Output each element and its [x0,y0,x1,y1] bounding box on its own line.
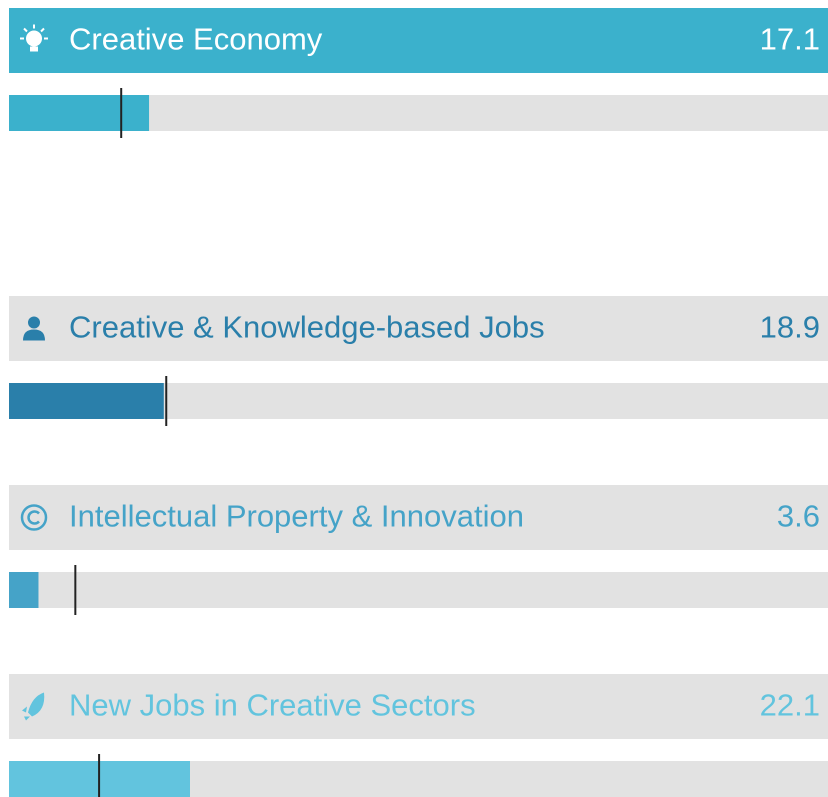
row-label: Creative & Knowledge-based Jobs [69,310,545,345]
row-icon [22,692,45,721]
row-value: 3.6 [777,499,820,534]
bulb-icon [26,30,42,47]
copyright-ring [20,504,48,531]
person-body [23,329,45,341]
person-head [28,316,40,329]
bulb-ray [40,27,45,33]
row-value: 17.1 [760,22,820,57]
row-value: 22.1 [760,688,820,723]
row-header [9,296,828,361]
bar-track [9,572,828,608]
row-header [9,8,828,73]
row-icon [20,504,48,531]
row-label: Creative Economy [69,22,323,57]
bar [9,572,39,608]
bar [9,95,150,131]
row-label: New Jobs in Creative Sectors [69,688,476,723]
bulb-ray [23,27,28,33]
row-label: Intellectual Property & Innovation [69,499,524,534]
row-header [9,485,828,550]
row-icon [20,24,48,52]
row-value: 18.9 [760,310,820,345]
row-icon [23,316,45,341]
row-header [9,674,828,739]
bar [9,383,164,419]
rocket-icon [22,692,45,721]
bulb-base [30,46,38,52]
copyright-c [27,510,40,525]
